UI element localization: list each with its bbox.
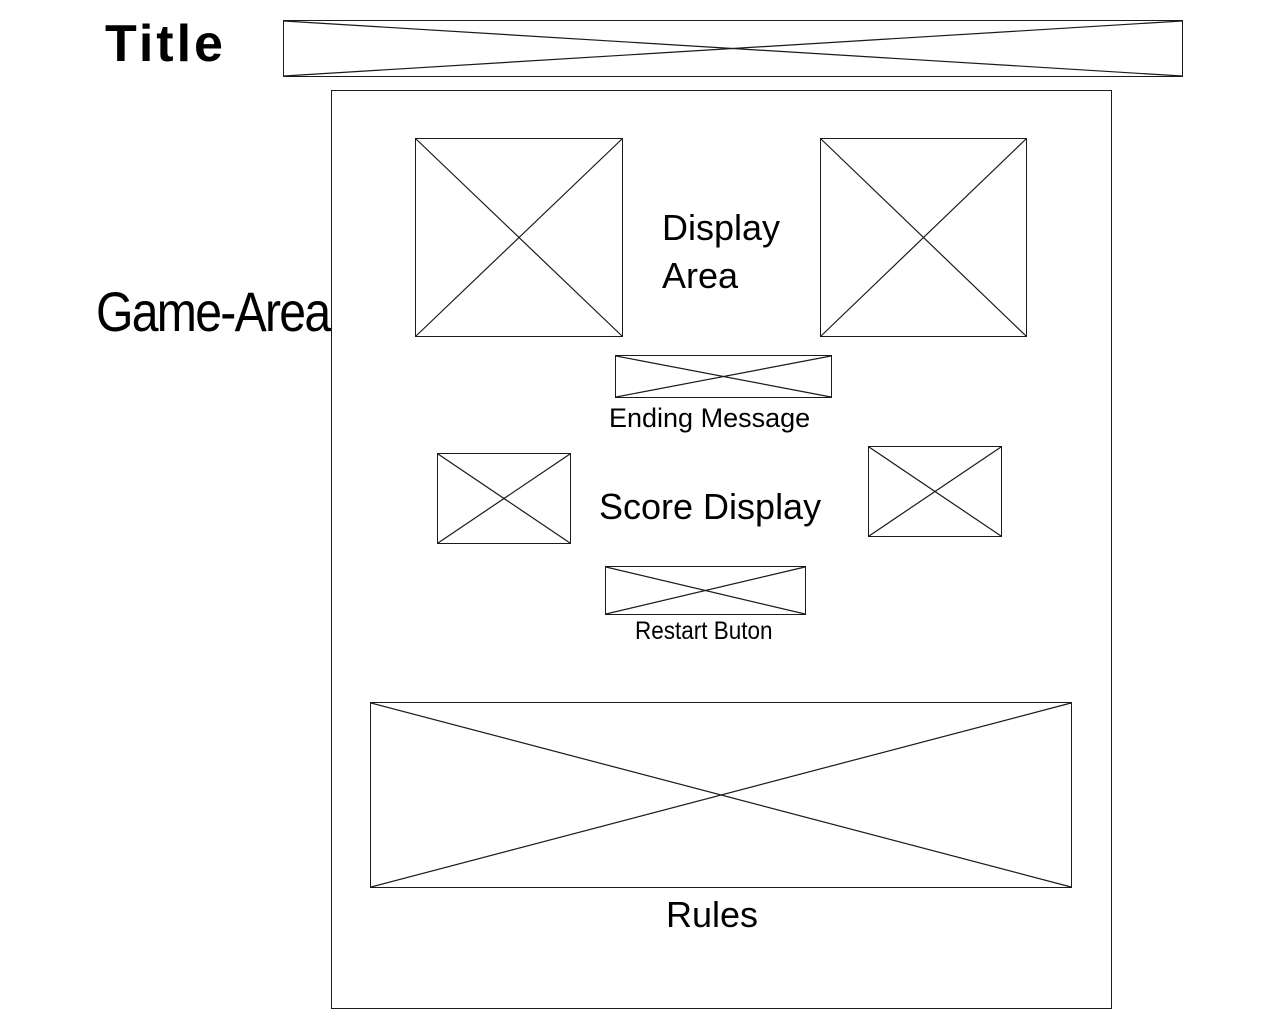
rules-placeholder (370, 702, 1072, 888)
ending-message-placeholder (615, 355, 832, 398)
rules-label: Rules (666, 894, 759, 935)
score-box-right (868, 446, 1002, 537)
display-image-left (415, 138, 623, 337)
display-image-right (820, 138, 1027, 337)
score-display-label: Score Display (599, 486, 822, 527)
display-area-label: Display Area (662, 207, 781, 296)
title-placeholder (283, 20, 1183, 77)
restart-button[interactable] (605, 566, 806, 615)
score-box-left (437, 453, 571, 544)
ending-message-label: Ending Message (609, 403, 811, 433)
restart-button-label: Restart Buton (635, 617, 773, 645)
title-label: Title (105, 15, 226, 73)
game-area-frame (331, 90, 1112, 1009)
game-area-label: Game-Area (96, 280, 331, 343)
